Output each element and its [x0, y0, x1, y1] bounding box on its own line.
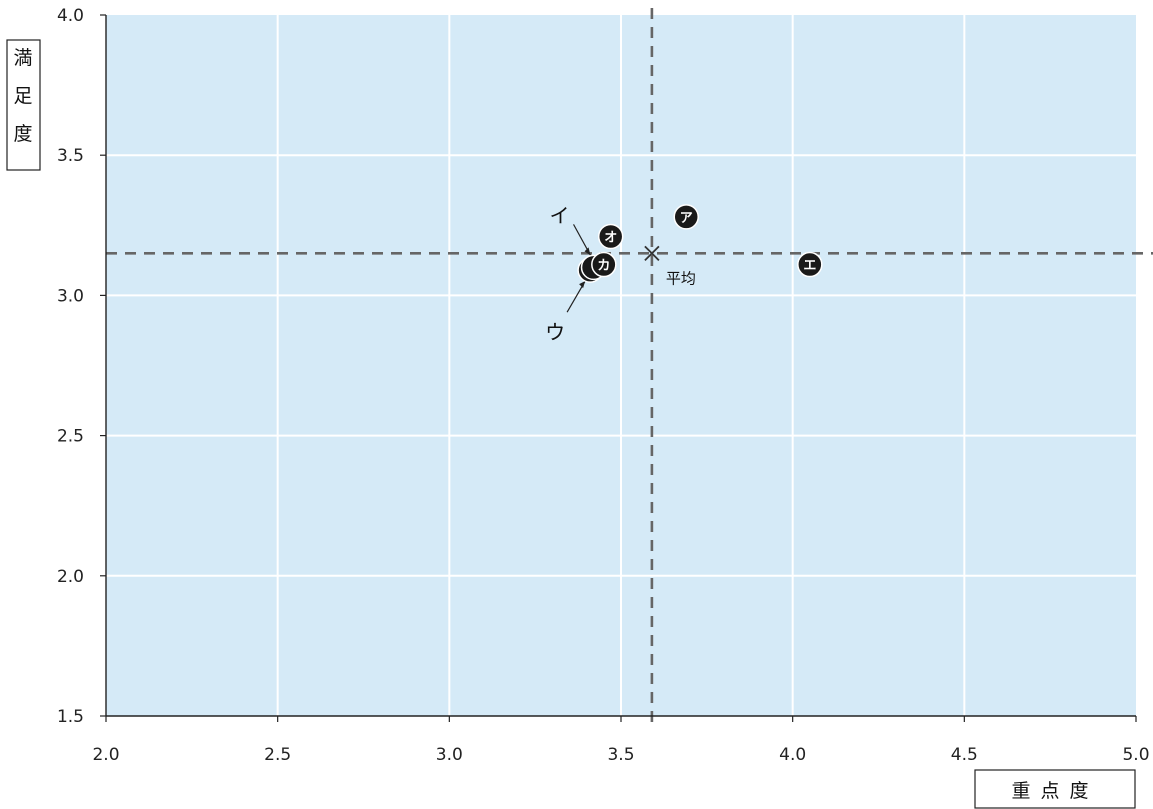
axes	[100, 14, 1137, 722]
callout-arrow	[584, 247, 591, 256]
x-tick-label: 2.5	[264, 745, 291, 765]
y-tick-label: 2.0	[57, 567, 84, 587]
x-tick-label: 2.0	[92, 745, 119, 765]
x-tick-label: 3.5	[607, 745, 634, 765]
point-label: オ	[604, 231, 617, 246]
average-marker	[644, 245, 660, 261]
x-tick-label: 4.0	[779, 745, 806, 765]
callout-label: イ	[550, 203, 570, 227]
point-marker	[597, 223, 624, 250]
average-label: 平均	[666, 269, 696, 287]
callout-annotations: イウ	[545, 203, 592, 344]
point-marker	[673, 204, 699, 230]
average-reference-lines: 平均	[106, 8, 1153, 726]
x-tick-label: 4.5	[951, 745, 978, 765]
callout-arrow	[579, 281, 586, 289]
data-point: ア	[673, 204, 699, 230]
y-tick-label: 3.0	[57, 286, 84, 306]
y-tick-label: 4.0	[57, 6, 84, 26]
data-point: エ	[797, 251, 823, 278]
point-marker	[591, 251, 617, 278]
callout-label: ウ	[545, 320, 565, 344]
x-tick-label: 5.0	[1122, 745, 1149, 765]
tick-labels: 2.0 2.5 3.0 3.5 4.0 4.5 5.0 1.5 2.0 2.5 3.0 3.5 4.0	[57, 6, 1150, 765]
y-axis-label: 満足度	[6, 39, 41, 171]
svg-text:満足度: 満足度	[13, 47, 32, 145]
data-points: カオ アエ	[577, 204, 823, 283]
point-label: エ	[803, 259, 816, 274]
y-tick-label: 1.5	[57, 707, 84, 727]
grid-lines	[106, 15, 1136, 716]
svg-text:重点度: 重点度	[1011, 780, 1098, 802]
y-tick-label: 2.5	[57, 427, 84, 447]
data-point: オ	[597, 223, 624, 250]
y-tick-label: 3.5	[57, 146, 84, 166]
point-marker	[797, 251, 823, 278]
point-label: ア	[680, 211, 693, 226]
point-label: カ	[597, 259, 610, 274]
data-point: カ	[591, 251, 617, 278]
x-axis-label: 重点度	[974, 769, 1136, 809]
x-tick-label: 3.0	[436, 745, 463, 765]
